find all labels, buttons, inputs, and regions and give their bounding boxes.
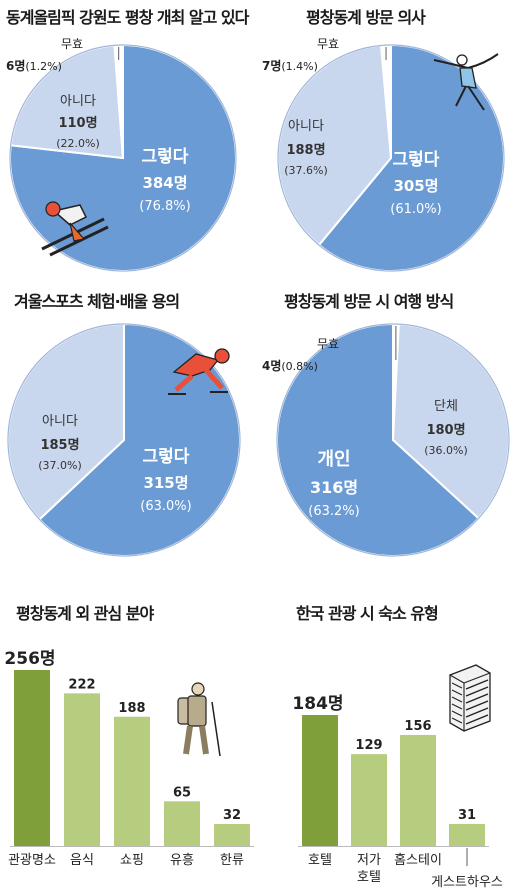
slice-name: 그렇다 <box>143 447 190 467</box>
category-label: 게스트하우스 <box>431 875 503 890</box>
bar-value-label: 129 <box>355 738 382 753</box>
speed-skater-icon <box>168 348 230 395</box>
bar-3 <box>164 801 200 846</box>
slice-count: 188명 <box>286 142 325 158</box>
category-label: 홈스테이 <box>394 853 442 868</box>
slice-label: 단체 180명 (36.0%) <box>424 399 468 457</box>
figure-skater-icon <box>433 53 499 111</box>
bar-value-label: 222 <box>68 677 95 692</box>
slice-pct: (37.0%) <box>38 459 82 472</box>
pie-panel-visit-intent: 평창동계 방문 의사 그렇다 305명 (61.0%) 아니다 188명 (37.6%) 무… <box>256 0 512 280</box>
slice-name: 아니다 <box>288 119 324 134</box>
slice-pct: (61.0%) <box>390 202 441 217</box>
chart-title: 평창동계 외 관심 분야 <box>16 604 154 623</box>
slice-label: 무효 6명(1.2%) <box>6 37 120 73</box>
category-label: 한류 <box>220 853 244 868</box>
slice-count: 110명 <box>58 115 97 131</box>
slice-count: 180명 <box>426 422 465 438</box>
slice-name: 개인 <box>317 449 350 470</box>
bar-1 <box>64 693 100 846</box>
slice-name: 아니다 <box>60 94 96 109</box>
pie-outline <box>7 323 241 557</box>
chart-title: 평창동계 방문 시 여행 방식 <box>284 292 454 311</box>
bar-2 <box>400 734 436 846</box>
category-label: 유흥 <box>170 853 194 868</box>
pie-chart-winter-sports: 그렇다 315명 (63.0%) 아니다 185명 (37.0%) <box>6 322 241 557</box>
pie-slices <box>276 322 510 557</box>
slice-count-pct: 4명(0.8%) <box>262 359 318 373</box>
chart-title: 한국 관광 시 숙소 유형 <box>296 604 439 623</box>
slice-label: 그렇다 305명 (61.0%) <box>390 150 441 217</box>
chart-title: 겨울스포츠 체험·배울 용의 <box>14 292 180 311</box>
pie-outline <box>277 44 505 272</box>
bar-0 <box>302 715 338 846</box>
category-label: 저가 호텔 <box>357 853 381 885</box>
bar-2 <box>114 716 150 846</box>
pie-slices <box>6 322 241 557</box>
slice-label: 무효 7명(1.4%) <box>262 37 387 73</box>
slice-label: 그렇다 315명 (63.0%) <box>140 447 191 514</box>
pie-panel-olympic-awareness: 동계올림픽 강원도 평창 개최 알고 있다 그렇다 384명 (76.8%) 아니다 1… <box>0 0 256 280</box>
slice-pct: (22.0%) <box>56 137 100 150</box>
slice-label: 개인 316명 (63.2%) <box>308 449 359 519</box>
pie-panel-winter-sports: 겨울스포츠 체험·배울 용의 그렇다 315명 (63.0%) 아니다 185명 (37.… <box>0 280 256 580</box>
category-label: 관광명소 <box>8 853 56 868</box>
chart-title: 동계올림픽 강원도 평창 개최 알고 있다 <box>6 8 249 27</box>
category-label: 쇼핑 <box>120 853 144 868</box>
slice-name: 그렇다 <box>142 147 189 167</box>
slice-label: 아니다 110명 (22.0%) <box>56 94 100 150</box>
pie-panel-travel-mode: 평창동계 방문 시 여행 방식 개인 316명 (63.2%) 단체 180명 (36.0… <box>256 280 512 580</box>
bar-value-label: 65 <box>173 785 191 800</box>
bar-value-label: 184명 <box>292 694 343 714</box>
slice-count: 305명 <box>393 177 438 195</box>
category-label: 호텔 <box>308 853 332 868</box>
bar-value-label: 31 <box>458 808 476 823</box>
slice-label: 아니다 185명 (37.0%) <box>38 414 82 472</box>
slice-name: 무효 <box>61 37 83 51</box>
slice-name: 그렇다 <box>393 150 440 170</box>
slice-name: 무효 <box>317 37 339 51</box>
bar-value-label: 256명 <box>4 649 55 669</box>
category-label: 음식 <box>70 853 94 868</box>
slice-count: 315명 <box>143 474 188 492</box>
skier-icon <box>41 201 109 257</box>
slice-pct: (37.6%) <box>284 164 328 177</box>
hiker-icon <box>177 682 221 757</box>
bar-value-label: 156 <box>404 719 431 734</box>
slice-pct: (63.2%) <box>308 504 359 519</box>
bar-4 <box>214 824 250 846</box>
pie-chart-olympic-awareness: 그렇다 384명 (76.8%) 아니다 110명 (22.0%) 무효 6명(1.2%) <box>6 37 237 272</box>
slice-label: 그렇다 384명 (76.8%) <box>139 147 190 214</box>
slice-pct: (63.0%) <box>140 499 191 514</box>
bar-1 <box>351 754 387 846</box>
bar-value-label: 188 <box>118 701 145 716</box>
slice-name: 무효 <box>317 337 339 351</box>
pie-chart-visit-intent: 그렇다 305명 (61.0%) 아니다 188명 (37.6%) 무효 7명(1.4%) <box>262 37 505 272</box>
bar-value-label: 32 <box>223 808 241 823</box>
slice-count-pct: 6명(1.2%) <box>6 59 62 73</box>
pie-chart-travel-mode: 개인 316명 (63.2%) 단체 180명 (36.0%) 무효 4명(0.8%) <box>262 322 510 557</box>
bar-3 <box>449 823 485 846</box>
slice-pct: (76.8%) <box>139 199 190 214</box>
slice-count: 185명 <box>40 437 79 453</box>
slice-count: 384명 <box>142 174 187 192</box>
slice-count: 316명 <box>310 478 358 497</box>
pie-outline <box>9 44 237 272</box>
slice-count-pct: 7명(1.4%) <box>262 59 318 73</box>
slice-name: 단체 <box>434 399 458 414</box>
pie-slices <box>9 43 237 272</box>
slice-pct: (36.0%) <box>424 444 468 457</box>
slice-label: 무효 4명(0.8%) <box>262 326 397 373</box>
pie-outline <box>276 323 510 557</box>
bar-0 <box>14 670 50 846</box>
slice-label: 아니다 188명 (37.6%) <box>284 119 328 177</box>
slice-name: 아니다 <box>42 414 78 429</box>
chart-title: 평창동계 방문 의사 <box>306 8 426 27</box>
building-icon <box>449 664 491 732</box>
